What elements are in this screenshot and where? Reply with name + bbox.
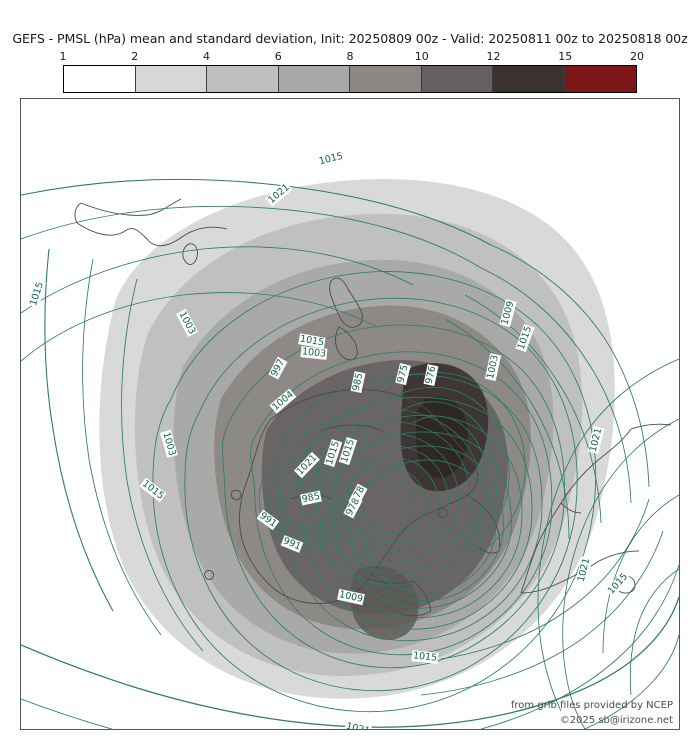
page-title: GEFS - PMSL (hPa) mean and standard devi…	[12, 31, 688, 46]
pmsl-contour-layer	[21, 178, 679, 729]
colorbar-segment	[493, 66, 565, 92]
colorbar-legend: 1 2 4 6 8 10 12 15 20	[59, 50, 645, 94]
colorbar-tick-label: 8	[346, 50, 354, 63]
colorbar-tick-label: 12	[486, 50, 501, 63]
credit-source: from grib files provided by NCEP	[510, 700, 673, 711]
colorbar-tick-label: 15	[558, 50, 573, 63]
colorbar-tick-label: 2	[131, 50, 139, 63]
colorbar-tick-label: 10	[414, 50, 429, 63]
colorbar-segment	[564, 66, 636, 92]
colorbar-tick-label: 4	[203, 50, 210, 63]
colorbar-tick-label: 20	[630, 50, 644, 63]
colorbar-segment	[207, 66, 279, 92]
colorbar-tick-label: 6	[274, 50, 282, 63]
colorbar-swatches	[63, 65, 637, 93]
map-canvas	[21, 99, 679, 729]
colorbar-segment	[350, 66, 422, 92]
colorbar-tick-label: 1	[59, 50, 67, 63]
colorbar-segment	[135, 66, 207, 92]
credit-copyright: ©2025 sb@irizone.net	[559, 715, 673, 726]
colorbar-tick-labels: 1 2 4 6 8 10 12 15 20	[59, 50, 645, 64]
map-frame[interactable]: 1015 1021 1015 1003 1009 1015 1003 975 976 1015 10…	[20, 98, 680, 730]
colorbar-segment	[421, 66, 493, 92]
colorbar-segment	[278, 66, 350, 92]
colorbar-segment	[64, 66, 136, 92]
